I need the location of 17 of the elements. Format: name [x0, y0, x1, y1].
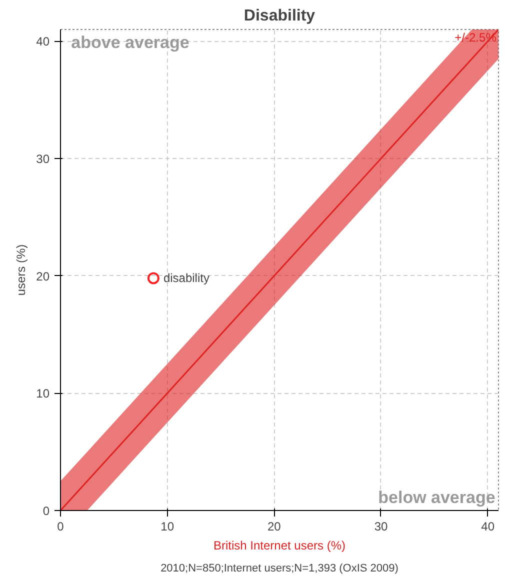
- annotation: above average: [71, 33, 190, 52]
- y-tick-label: 0: [42, 504, 50, 518]
- x-tick-label: 40: [481, 520, 495, 534]
- x-tick-label: 0: [57, 520, 64, 534]
- y-tick-label: 10: [36, 386, 50, 401]
- y-tick-label: 30: [36, 152, 50, 166]
- x-tick-label: 20: [267, 520, 282, 534]
- y-tick-label: 40: [36, 34, 50, 49]
- x-axis-title: British Internet users (%): [213, 538, 346, 552]
- chart-title: Disability: [244, 8, 316, 24]
- y-axis-title: users (%): [14, 244, 28, 296]
- annotation: disability: [163, 271, 210, 286]
- text: 2010;N=850;Internet users;N=1,393 (OxIS 2009): [160, 562, 398, 574]
- y-tick-label: 20: [36, 269, 50, 284]
- annotation: below average: [378, 488, 496, 507]
- x-tick-label: 10: [160, 520, 174, 534]
- x-tick-label: 30: [374, 520, 388, 534]
